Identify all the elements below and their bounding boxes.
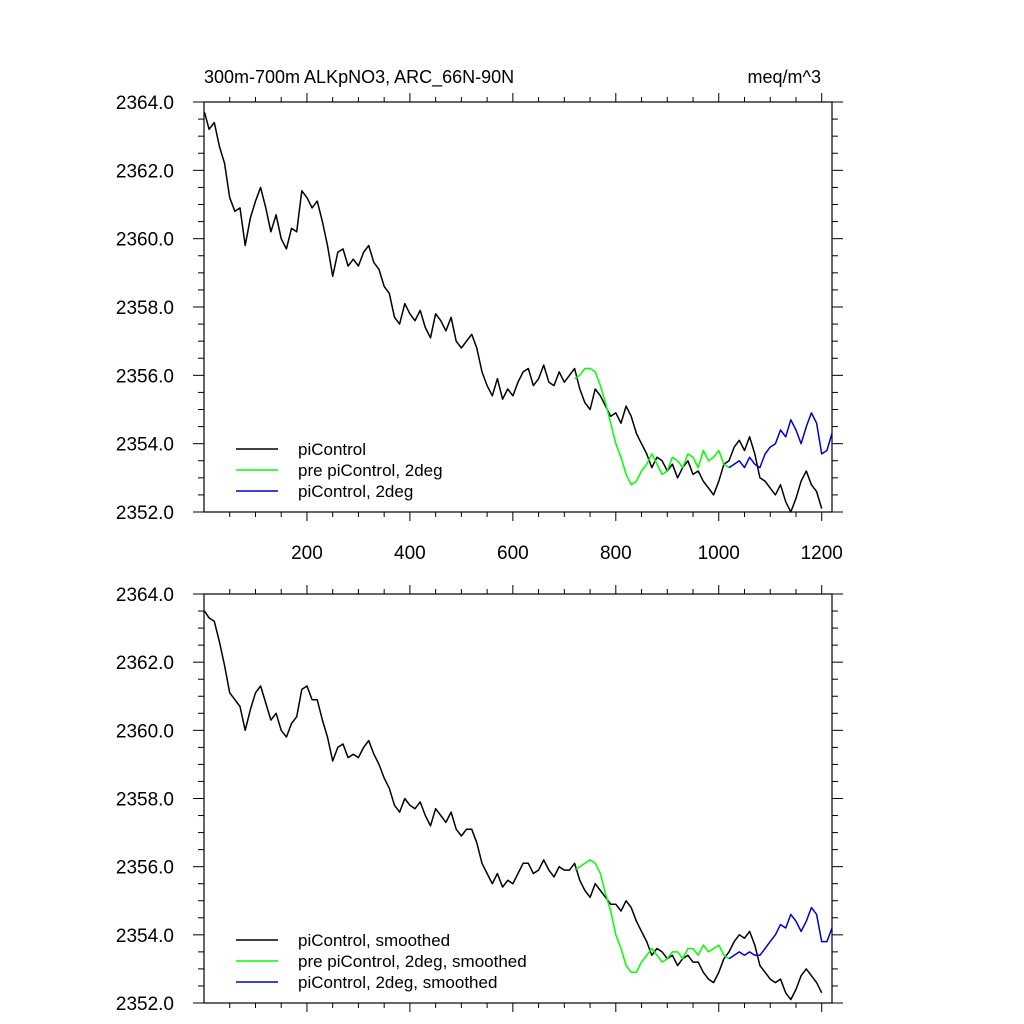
legend-label-1: pre piControl, 2deg <box>298 461 443 480</box>
series-line-1 <box>574 859 730 974</box>
legend-label-0: piControl <box>298 440 366 459</box>
series-line-1 <box>574 367 730 486</box>
top-panel: 200 400 600 800 1000 1200 2352.0 2354.0 2356.0 23… <box>116 93 843 564</box>
y-tick-label: 2354.0 <box>116 435 174 456</box>
y-tick-label: 2352.0 <box>116 503 174 524</box>
bottom-panel: 2352.0 2354.0 2356.0 2358.0 2360.0 2362.0 2364… <box>116 585 843 1015</box>
series-line-2 <box>728 412 833 469</box>
legend-label-0: piControl, smoothed <box>298 931 450 950</box>
series-line-0 <box>203 112 823 513</box>
chart-title: 300m-700m ALKpNO3, ARC_66N-90N <box>204 67 514 88</box>
y-tick-label: 2364.0 <box>116 93 174 114</box>
y-tick-label: 2356.0 <box>116 366 174 387</box>
y-tick-label: 2360.0 <box>116 230 174 251</box>
x-tick-label: 1200 <box>801 543 843 564</box>
y-tick-label: 2362.0 <box>116 161 174 182</box>
series-line-2 <box>728 906 833 960</box>
series-line-0 <box>203 610 823 1001</box>
y-tick-label: 2360.0 <box>116 721 174 742</box>
x-tick-label: 800 <box>600 543 632 564</box>
x-tick-label: 600 <box>497 543 529 564</box>
y-tick-label: 2364.0 <box>116 585 174 606</box>
y-tick-label: 2352.0 <box>116 994 174 1015</box>
x-tick-label: 1000 <box>698 543 740 564</box>
legend-label-1: pre piControl, 2deg, smoothed <box>298 952 527 971</box>
units-label: meq/m^3 <box>748 67 821 87</box>
x-tick-label: 200 <box>291 543 323 564</box>
y-tick-label: 2358.0 <box>116 298 174 319</box>
y-tick-label: 2354.0 <box>116 926 174 947</box>
y-tick-label: 2356.0 <box>116 858 174 879</box>
legend-label-2: piControl, 2deg <box>298 482 413 501</box>
legend-label-2: piControl, 2deg, smoothed <box>298 973 497 992</box>
y-tick-label: 2358.0 <box>116 790 174 811</box>
x-tick-label: 400 <box>394 543 426 564</box>
y-tick-label: 2362.0 <box>116 653 174 674</box>
